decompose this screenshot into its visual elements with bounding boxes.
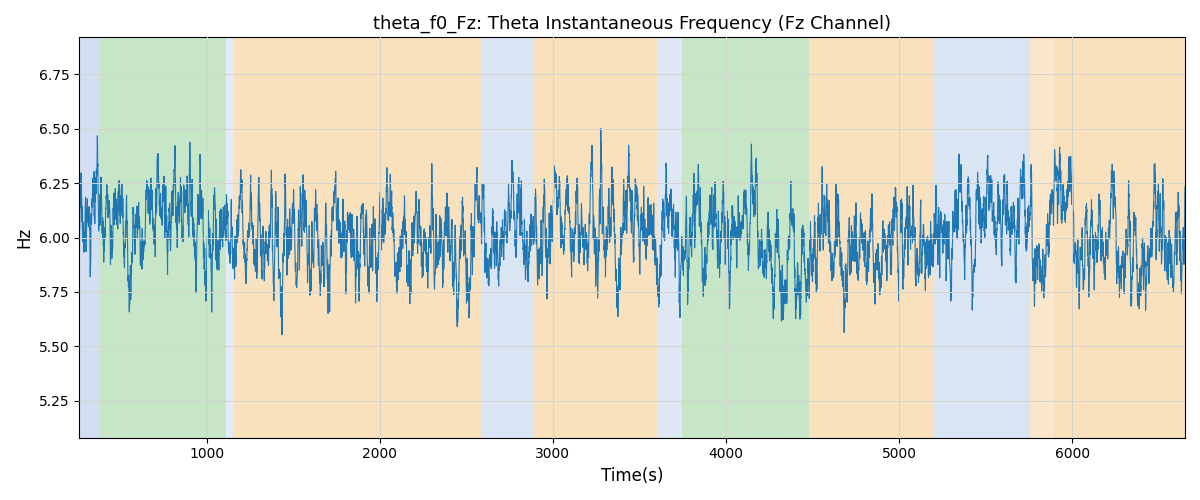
Bar: [682, 38, 809, 438]
Bar: [79, 38, 100, 438]
Bar: [100, 38, 226, 438]
Bar: [809, 38, 846, 438]
X-axis label: Time(s): Time(s): [601, 467, 664, 485]
Bar: [226, 38, 234, 438]
Y-axis label: Hz: Hz: [14, 227, 32, 248]
Bar: [234, 38, 482, 438]
Bar: [846, 38, 932, 438]
Bar: [482, 38, 533, 438]
Bar: [533, 38, 659, 438]
Bar: [659, 38, 682, 438]
Title: theta_f0_Fz: Theta Instantaneous Frequency (Fz Channel): theta_f0_Fz: Theta Instantaneous Frequen…: [373, 15, 892, 34]
Bar: [932, 38, 1030, 438]
Bar: [1054, 38, 1186, 438]
Bar: [1030, 38, 1054, 438]
